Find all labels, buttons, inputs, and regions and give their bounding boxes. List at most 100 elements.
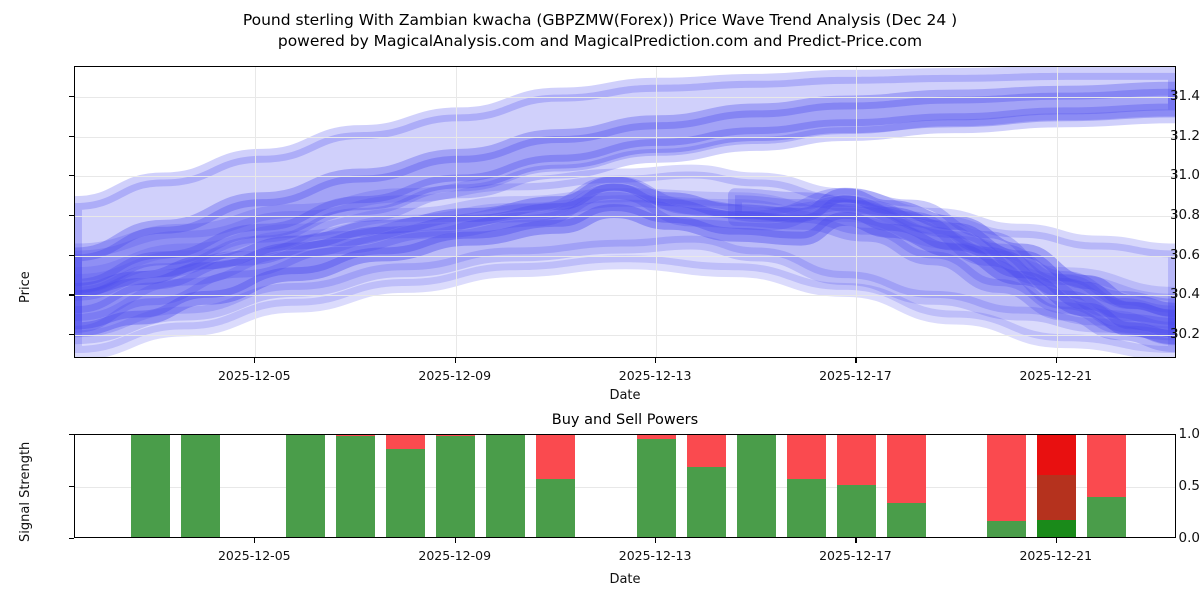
price-gridline [75, 176, 1175, 178]
power-y-tick-mark [69, 486, 74, 488]
price-y-tick-mark [69, 135, 74, 137]
sell-power-segment [1037, 435, 1077, 521]
price-y-tick-mark [69, 214, 74, 217]
power-bar [335, 435, 375, 537]
sell-power-segment [987, 435, 1027, 522]
sell-power-segment [836, 435, 876, 485]
power-bar [786, 435, 826, 537]
price-wave-panel: Price Date 30.2 30.4 30.6 30.8 31.0 31.2 31.4 2… [0, 58, 1200, 403]
price-gridline [75, 136, 1175, 138]
price-y-tick-label: 31.4 [1169, 87, 1200, 104]
power-bar [836, 435, 876, 537]
price-wave-band [75, 67, 1175, 301]
sell-power-segment [636, 435, 676, 440]
buy-power-segment [987, 521, 1027, 537]
power-x-tick-label: 2025-12-09 [418, 548, 492, 563]
power-bar [536, 435, 576, 537]
power-bar [436, 435, 476, 537]
power-bar [1037, 435, 1077, 537]
title-line-1: Pound sterling With Zambian kwacha (GBPZ… [242, 11, 958, 29]
price-gridline-vertical [856, 67, 858, 357]
power-x-tick-mark [254, 538, 256, 543]
price-wave-thread [75, 175, 1175, 318]
buy-power-segment [636, 439, 676, 537]
power-bar [285, 435, 325, 537]
power-bar [180, 435, 220, 537]
power-bar [1087, 435, 1127, 537]
power-x-tick-label: 2025-12-05 [217, 548, 291, 563]
buy-power-segment [536, 478, 576, 537]
power-y-tick-label: 1.0 [1178, 426, 1200, 442]
power-bar [486, 435, 526, 537]
power-bar [736, 435, 776, 537]
price-y-tick-mark [69, 334, 74, 336]
price-gridline [75, 96, 1175, 98]
title-line-2: powered by MagicalAnalysis.com and Magic… [277, 32, 923, 50]
buy-power-segment [686, 467, 726, 537]
price-x-tick-label: 2025-12-13 [618, 368, 692, 383]
power-bar [386, 435, 426, 537]
page-title: Pound sterling With Zambian kwacha (GBPZ… [0, 10, 1200, 52]
price-x-tick-mark [655, 358, 657, 363]
price-y-tick-label: 30.2 [1169, 326, 1200, 343]
power-y-tick-label: 0.5 [1178, 478, 1200, 494]
buy-power-segment [386, 448, 426, 537]
power-y-tick-mark [69, 538, 74, 540]
price-gridline-vertical [1056, 67, 1058, 357]
price-gridline-vertical [255, 67, 257, 357]
sell-power-segment [536, 435, 576, 479]
power-bar [886, 435, 926, 537]
buy-sell-powers-panel: Buy and Sell Powers Signal Strength Date… [0, 412, 1200, 600]
buy-power-segment [786, 478, 826, 537]
buy-power-segment [736, 435, 776, 537]
price-gridline [75, 295, 1175, 297]
buy-power-segment [285, 435, 325, 537]
price-gridline [75, 255, 1175, 257]
sell-power-segment [686, 435, 726, 468]
price-plot-area [74, 66, 1176, 358]
price-wave-bands [75, 67, 1175, 357]
power-x-tick-label: 2025-12-13 [618, 548, 692, 563]
buy-power-segment [436, 436, 476, 537]
power-bar [987, 435, 1027, 537]
buy-sell-powers-title: Buy and Sell Powers [551, 412, 699, 428]
price-wave-band [75, 176, 1175, 345]
price-y-tick-label: 30.8 [1169, 206, 1200, 223]
price-wave-band [75, 81, 1175, 293]
power-y-tick-mark [69, 434, 74, 436]
price-x-tick-mark [855, 358, 857, 363]
price-y-tick-label: 31.2 [1169, 127, 1200, 144]
sell-power-segment [386, 435, 426, 449]
buy-power-segment [335, 436, 375, 537]
price-x-tick-label: 2025-12-21 [1019, 368, 1093, 383]
power-x-tick-mark [655, 538, 657, 543]
sell-power-segment [335, 435, 375, 437]
power-x-tick-mark [855, 538, 857, 543]
power-x-tick-mark [1055, 538, 1057, 543]
price-x-tick-label: 2025-12-09 [418, 368, 492, 383]
price-y-tick-label: 30.4 [1169, 286, 1200, 303]
buy-power-segment [130, 435, 170, 537]
sell-power-segment [436, 435, 476, 437]
power-bar [130, 435, 170, 537]
price-y-tick-mark [69, 95, 74, 97]
sell-power-segment [786, 435, 826, 479]
price-x-axis-title: Date [609, 388, 641, 403]
price-x-tick-mark [1055, 358, 1057, 363]
price-gridline [75, 215, 1175, 217]
signal-strength-axis-title: Signal Strength [18, 441, 33, 542]
buy-power-segment [180, 435, 220, 537]
sell-power-segment [1087, 435, 1127, 498]
buy-power-segment [886, 502, 926, 537]
buy-sell-powers-plot-area [74, 434, 1176, 538]
price-x-tick-label: 2025-12-05 [217, 368, 291, 383]
price-y-tick-mark [69, 175, 74, 177]
power-x-axis-title: Date [609, 572, 641, 587]
buy-power-segment [1087, 497, 1127, 537]
power-y-tick-label: 0.0 [1178, 530, 1200, 546]
price-wave-thread [75, 183, 1175, 325]
price-y-tick-mark [69, 254, 74, 256]
power-x-tick-mark [454, 538, 456, 543]
price-wave-band [75, 164, 1175, 345]
